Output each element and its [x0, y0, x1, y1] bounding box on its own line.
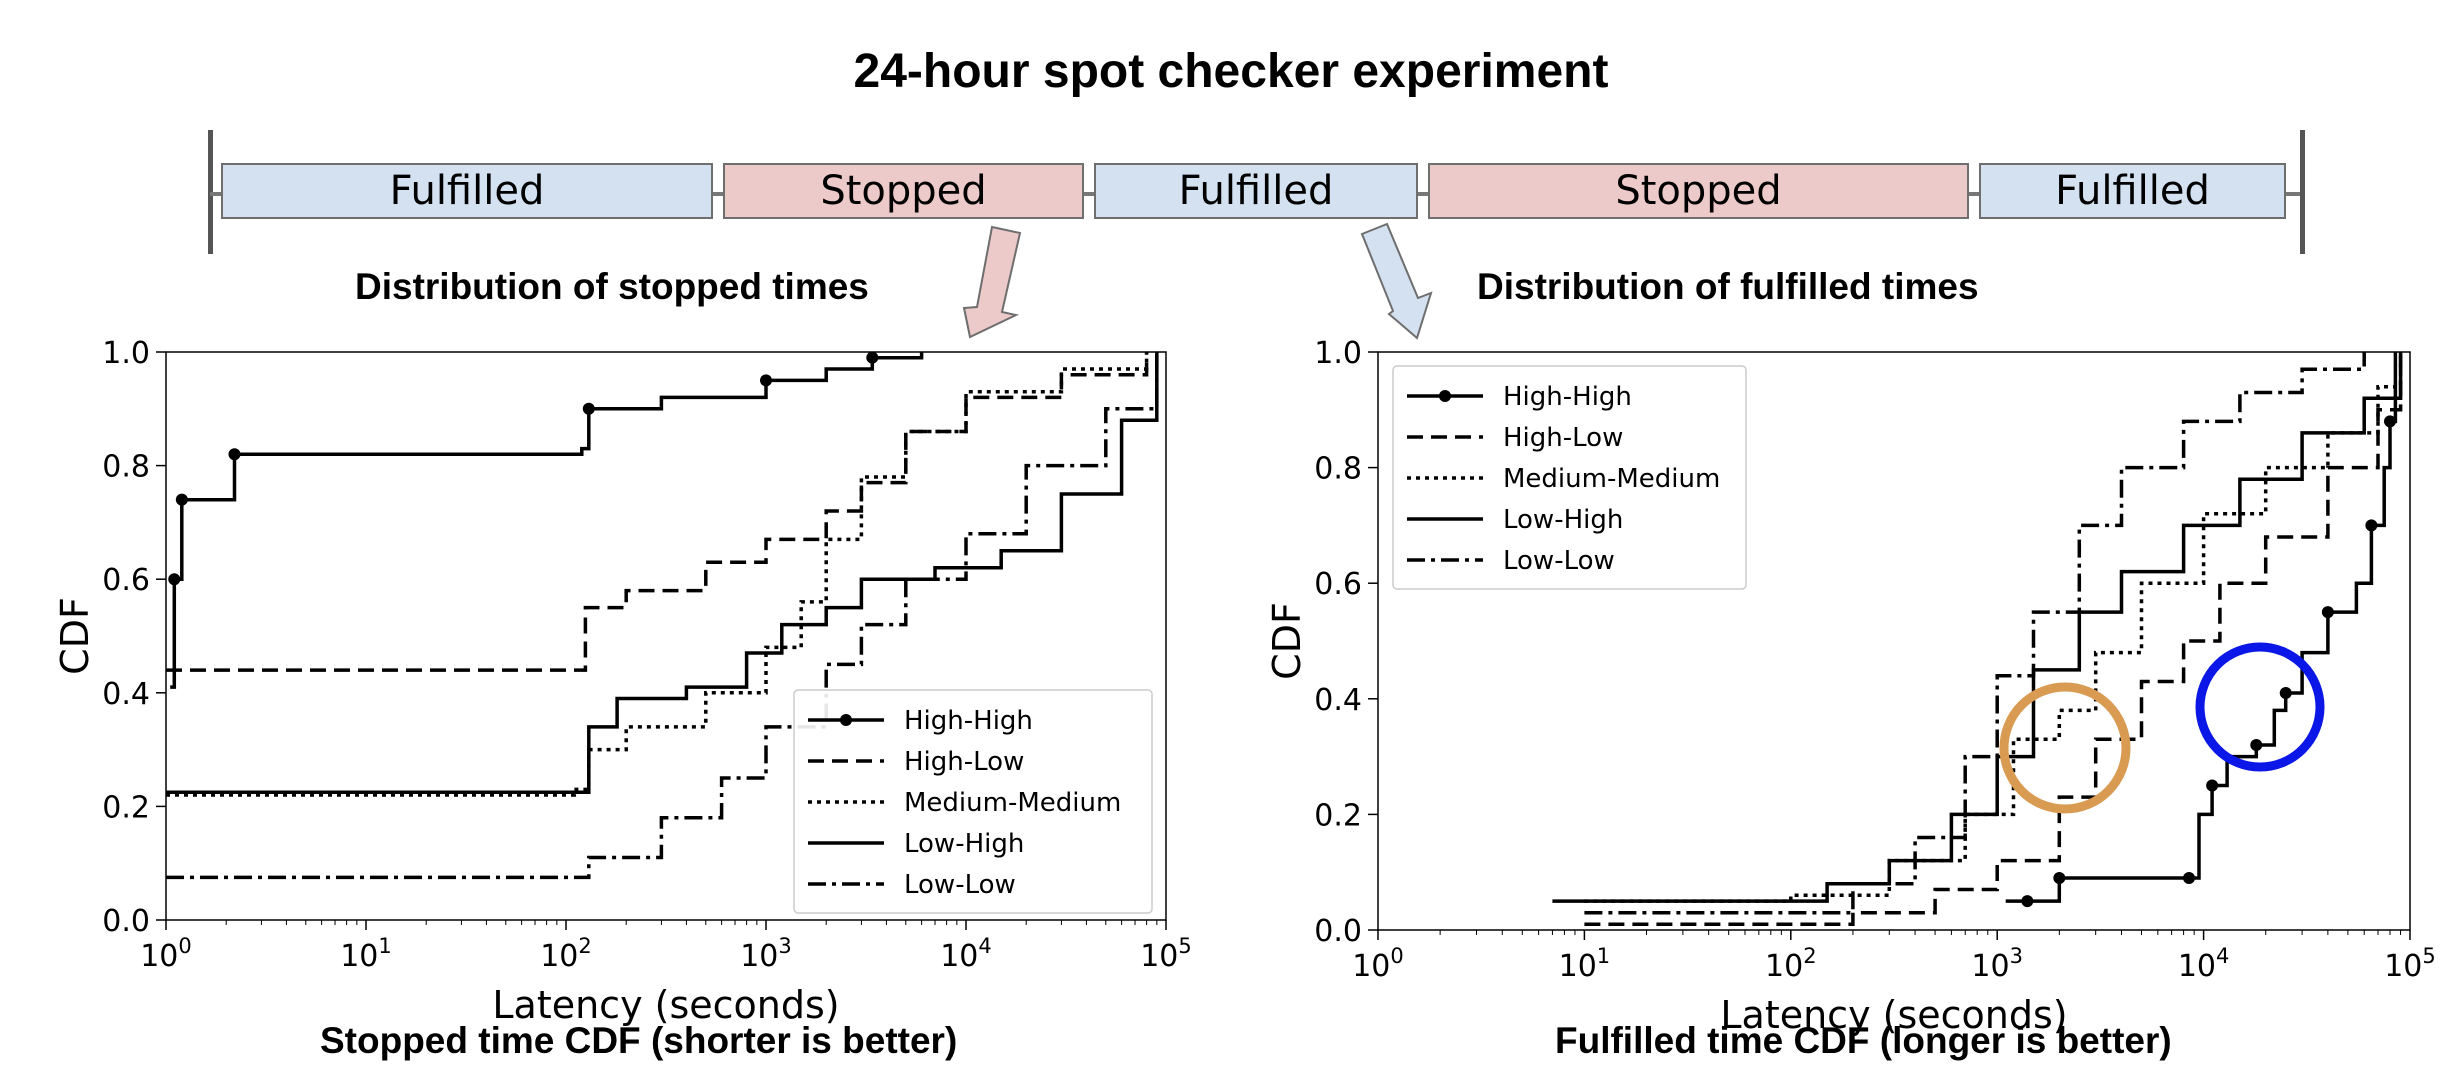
timeline-end-cap — [2300, 130, 2305, 254]
stopped-time-cdf-chart: 100 101 102 103 104 105 0.0 0.2 0.4 0.6 0.8 1.0 Late… — [53, 336, 1192, 1027]
series-marker-high-high — [2250, 739, 2263, 752]
y-tick-label: 0.0 — [1314, 914, 1362, 949]
x-tick-label: 103 — [1971, 944, 2023, 984]
x-axis-label: Latency (seconds) — [1720, 993, 2067, 1037]
left-panel-heading: Distribution of stopped times — [355, 266, 869, 307]
timeline-segment-fulfilled: Fulfilled — [1979, 163, 2286, 219]
timeline-segment-stopped: Stopped — [1428, 163, 1969, 219]
left-panel-caption: Stopped time CDF (shorter is better) — [320, 1020, 958, 1061]
y-tick-label: 0.6 — [1314, 567, 1362, 602]
legend-marker — [1439, 390, 1451, 402]
x-tick-label: 104 — [940, 934, 992, 974]
series-marker-high-high — [2183, 871, 2196, 884]
series-marker-high-high — [2365, 519, 2378, 532]
series-line-high-high — [170, 352, 924, 689]
y-tick-label: 0.8 — [102, 450, 150, 485]
legend-label: Low-High — [904, 829, 1024, 859]
x-tick-label: 101 — [1559, 944, 1611, 984]
x-tick-label: 105 — [2384, 944, 2436, 984]
legend-label: Medium-Medium — [904, 788, 1121, 818]
legend-label: Medium-Medium — [1503, 464, 1720, 494]
x-tick-label: 105 — [1140, 934, 1192, 974]
y-tick-label: 0.2 — [102, 790, 150, 825]
legend-box — [1392, 365, 1747, 590]
y-tick-label: 1.0 — [1314, 336, 1362, 371]
legend-label: Low-Low — [1503, 546, 1615, 576]
legend: High-High High-Low Medium-Medium Low-High Lo… — [1392, 365, 1747, 590]
series-marker-high-high — [228, 448, 241, 461]
timeline-segment-fulfilled: Fulfilled — [221, 163, 713, 219]
x-tick-label: 102 — [1765, 944, 1817, 984]
y-tick-label: 1.0 — [102, 336, 150, 371]
series-marker-high-high — [2021, 895, 2034, 908]
legend-marker — [840, 714, 852, 726]
series-line-low-high — [166, 352, 1159, 794]
y-tick-label: 0.4 — [102, 677, 150, 712]
x-tick-label: 104 — [2178, 944, 2230, 984]
series-line-high-low — [166, 352, 1149, 672]
fulfilled-pointer-arrow — [1360, 222, 1433, 340]
legend-label: High-Low — [1503, 423, 1623, 453]
right-panel-heading: Distribution of fulfilled times — [1477, 266, 1979, 307]
x-tick-label: 100 — [140, 934, 192, 974]
x-tick-label: 100 — [1352, 944, 1404, 984]
fulfilled-time-cdf-chart: 100 101 102 103 104 105 0.0 0.2 0.4 0.6 0.8 1.0 Late… — [1265, 336, 2436, 1037]
legend: High-High High-Low Medium-Medium Low-High Lo… — [793, 689, 1153, 914]
legend-label: High-High — [904, 706, 1033, 736]
series-marker-high-high — [175, 493, 188, 506]
x-tick-label: 102 — [540, 934, 592, 974]
timeline-segment-stopped: Stopped — [723, 163, 1084, 219]
page-title: 24-hour spot checker experiment — [853, 45, 1609, 98]
series-line-high-low — [1584, 352, 2403, 926]
timeline-segment-fulfilled: Fulfilled — [1094, 163, 1418, 219]
series-line-low-low — [1584, 352, 2366, 915]
x-axis-label: Latency (seconds) — [492, 983, 839, 1027]
stopped-pointer-arrow — [962, 225, 1022, 339]
series-marker-high-high — [2053, 871, 2066, 884]
x-tick-label: 101 — [340, 934, 392, 974]
x-tick-label: 103 — [740, 934, 792, 974]
series-marker-high-high — [2206, 779, 2219, 792]
series-marker-high-high — [582, 402, 595, 415]
series-line-low-high — [1552, 352, 2403, 903]
legend-label: Low-High — [1503, 505, 1623, 535]
blue-highlight-circle — [2195, 642, 2325, 772]
right-panel-caption: Fulfilled time CDF (longer is better) — [1555, 1020, 2172, 1061]
legend-label: High-Low — [904, 747, 1024, 777]
y-tick-label: 0.6 — [102, 563, 150, 598]
series-marker-high-high — [2279, 687, 2292, 700]
series-marker-high-high — [168, 573, 181, 586]
series-marker-high-high — [2321, 606, 2334, 619]
legend-box — [793, 689, 1153, 914]
legend-label: High-High — [1503, 382, 1632, 412]
orange-highlight-circle — [1999, 682, 2131, 814]
y-axis-label: CDF — [53, 597, 97, 675]
legend-label: Low-Low — [904, 870, 1016, 900]
series-line-low-low — [166, 352, 1159, 880]
series-marker-high-high — [760, 374, 772, 387]
y-tick-label: 0.8 — [1314, 452, 1362, 487]
series-marker-high-high — [866, 351, 879, 364]
y-tick-label: 0.0 — [102, 904, 150, 939]
series-marker-high-high — [2383, 415, 2396, 428]
plot-frame — [165, 351, 1167, 921]
y-axis-label: CDF — [1265, 602, 1309, 680]
plot-frame — [1377, 351, 2411, 931]
y-tick-label: 0.4 — [1314, 683, 1362, 718]
y-tick-label: 0.2 — [1314, 798, 1362, 833]
